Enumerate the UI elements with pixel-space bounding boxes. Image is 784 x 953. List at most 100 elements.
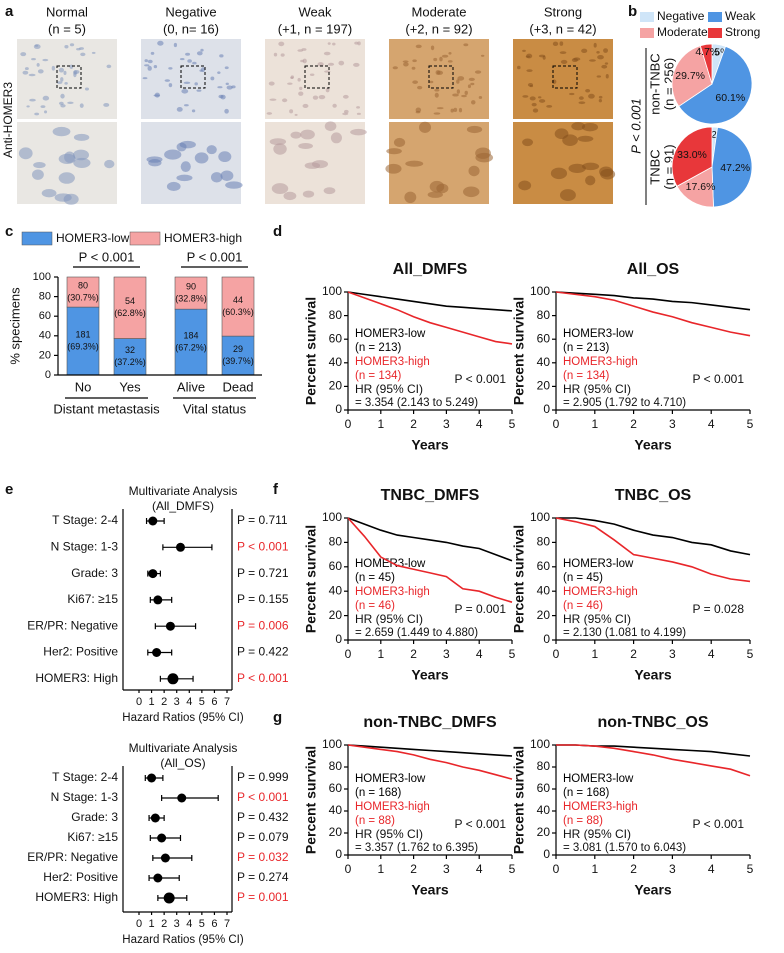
hazard-ratio [153, 595, 163, 605]
hr-title: HR (95% CI) [355, 612, 423, 626]
row-label: T Stage: 2-4 [52, 770, 118, 784]
ihc-texture [417, 85, 423, 90]
x-tick-label: 3 [669, 647, 676, 661]
hazard-ratio [177, 793, 187, 803]
row-label: Her2: Positive [43, 645, 118, 659]
y-tick-label: 100 [322, 510, 342, 524]
ihc-texture [31, 169, 44, 180]
row-label: N Stage: 1-3 [51, 539, 119, 553]
ihc-texture [342, 94, 349, 99]
ihc-texture [84, 87, 89, 91]
ihc-texture [103, 102, 110, 107]
ihc-texture [60, 93, 65, 99]
x-axis-label: Years [634, 437, 672, 453]
ihc-texture [42, 95, 50, 101]
ihc-texture [153, 65, 158, 69]
ihc-texture [577, 135, 594, 142]
ihc-texture [290, 131, 302, 139]
x-axis-label: Hazard Ratios (95% CI) [122, 712, 244, 724]
bar-count: 54 [125, 296, 135, 306]
x-tick-label: 0 [553, 862, 560, 876]
y-axis-label: Percent survival [303, 746, 319, 854]
x-tick-label: 2 [161, 918, 167, 930]
survival-curve [347, 744, 513, 780]
y-tick-label: 0 [543, 847, 550, 861]
bar-label: (69.3%) [67, 341, 99, 351]
ihc-texture [210, 76, 215, 81]
ihc-texture [269, 138, 287, 146]
bar-count: 80 [78, 280, 88, 290]
p-value: P = 0.001 [455, 602, 507, 616]
x-tick-label: 1 [377, 417, 384, 431]
ihc-texture [302, 103, 309, 109]
hazard-ratio [148, 516, 158, 526]
x-tick-label: 4 [708, 862, 715, 876]
x-tick-label: 5 [747, 862, 754, 876]
ihc-texture [217, 86, 223, 89]
x-tick-label: 7 [224, 696, 230, 708]
y-tick-label: 20 [329, 825, 343, 839]
p-value: P < 0.001 [237, 539, 289, 553]
bar-label: (39.7%) [222, 356, 254, 366]
panel-label: d [273, 223, 282, 240]
column-title: Normal [46, 4, 88, 19]
x-tick-label: 3 [443, 417, 450, 431]
ihc-texture [176, 107, 183, 112]
ihc-texture [287, 82, 293, 85]
y-tick-label: 80 [537, 759, 551, 773]
y-tick-label: 40 [537, 355, 551, 369]
pie-slice [711, 126, 753, 208]
series-n: (n = 134) [355, 370, 402, 382]
y-tick-label: 60 [329, 331, 343, 345]
ihc-texture [34, 44, 39, 47]
x-tick-label: 2 [630, 417, 637, 431]
survival-curve [347, 517, 513, 562]
ihc-texture [290, 76, 294, 79]
ihc-texture [332, 103, 337, 108]
x-tick-label: 3 [669, 417, 676, 431]
row-label: Grade: 3 [71, 810, 118, 824]
ihc-texture [302, 190, 315, 198]
y-tick-label: 80 [329, 308, 343, 322]
series-label: HOMER3-low [355, 773, 426, 785]
ihc-texture [386, 148, 402, 155]
ihc-texture [604, 62, 609, 65]
p-value: P = 0.274 [237, 870, 289, 884]
ihc-texture [164, 149, 182, 160]
x-tick-label: Alive [177, 379, 205, 394]
chart-title: TNBC_DMFS [381, 487, 480, 504]
y-tick-label: 0 [543, 402, 550, 416]
bar [113, 276, 147, 339]
ihc-texture [104, 159, 115, 169]
slice-label: 47.2% [720, 162, 750, 174]
column-title: Strong [544, 4, 582, 19]
y-tick-label: 0 [335, 632, 342, 646]
y-tick-label: 0 [45, 369, 51, 381]
p-value: P = 0.001 [237, 890, 289, 904]
bar [113, 338, 147, 376]
y-tick-label: 20 [537, 608, 551, 622]
panel-label: b [628, 3, 637, 20]
ihc-texture [37, 69, 44, 74]
x-tick-label: 0 [345, 647, 352, 661]
hazard-ratio [150, 813, 160, 823]
column-title: Moderate [412, 4, 467, 19]
bar-label: (30.7%) [67, 292, 99, 302]
survival-curve [555, 291, 751, 311]
hazard-ratio [153, 873, 163, 883]
y-tick-label: 40 [537, 583, 551, 597]
ihc-texture [415, 44, 422, 49]
hazard-ratio [167, 673, 179, 685]
ihc-texture [600, 168, 616, 180]
y-tick-label: 40 [537, 803, 551, 817]
ihc-texture [571, 122, 586, 131]
bar-count: 44 [233, 295, 243, 305]
x-tick-label: 1 [591, 647, 598, 661]
x-tick-label: 5 [747, 417, 754, 431]
p-value: P < 0.001 [237, 671, 289, 685]
hr-value: = 2.659 (1.449 to 4.880) [355, 627, 478, 639]
p-value: P < 0.001 [187, 249, 243, 264]
ihc-texture [560, 59, 568, 64]
ihc-texture [436, 107, 444, 110]
ihc-texture [474, 70, 482, 74]
